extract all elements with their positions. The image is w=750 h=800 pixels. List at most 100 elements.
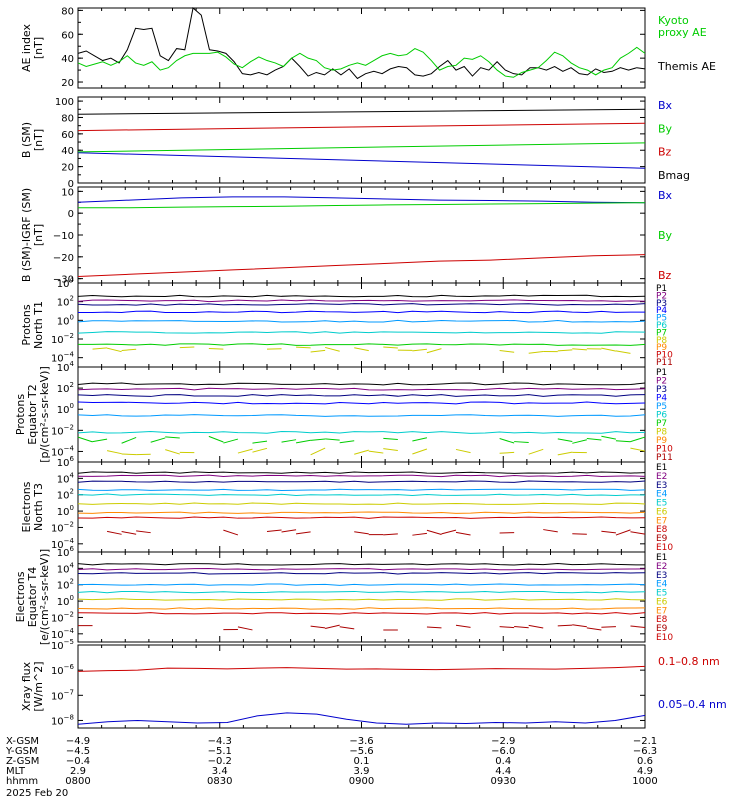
- legend-kyoto: proxy AE: [658, 26, 707, 39]
- channel-line-p8: [528, 350, 544, 354]
- channel-line-p7: [295, 439, 311, 444]
- legend-bz: Bz: [658, 269, 672, 282]
- panel-frame: [77, 366, 646, 463]
- channel-line-p8: [310, 447, 326, 456]
- y-tick-label: −30: [53, 275, 74, 286]
- channel-line-e9: [121, 531, 137, 535]
- series-line-bx: [77, 196, 646, 204]
- channel-line-p8: [557, 451, 573, 456]
- channel-line-e9: [601, 626, 616, 628]
- time-axis-value: −4.3: [208, 736, 232, 747]
- channel-line-p8: [572, 348, 587, 351]
- channel-line-p7: [325, 438, 340, 441]
- time-axis-row-label: X-GSM: [6, 736, 39, 747]
- legend-p8: P8: [656, 428, 667, 438]
- y-tick-label: 102: [57, 488, 74, 502]
- channel-line-p2: [77, 387, 646, 391]
- channel-line-p8: [354, 347, 369, 352]
- y-tick-label: 80: [61, 113, 74, 124]
- legend-p7: P7: [656, 419, 667, 429]
- channel-line-p5: [77, 319, 646, 323]
- panel-frame: [77, 551, 646, 643]
- y-axis-title: B (SM)-IGRF (SM): [20, 188, 33, 282]
- channel-line-p7: [208, 435, 224, 443]
- series-line-bx: [77, 152, 646, 169]
- legend-by: By: [658, 229, 673, 242]
- channel-line-p8: [601, 347, 617, 352]
- y-axis-title: North T1: [32, 301, 45, 349]
- y-tick-label: 100: [57, 504, 74, 518]
- time-axis-value: −6.0: [491, 746, 515, 757]
- y-axis-title: Xray flux: [20, 661, 33, 711]
- y-axis-title: Electrons: [14, 571, 27, 622]
- legend-e10: E10: [656, 633, 673, 643]
- series-line-0-1-0-8-nm: [77, 665, 646, 672]
- y-tick-label: 10−7: [51, 688, 74, 702]
- series-line-bz: [77, 254, 646, 277]
- legend-e2: E2: [656, 562, 667, 572]
- panel-xray: 10−8 10−7 10−6 10−5 Xray flux [W/m^2] 0.1–0.8 …: [20, 638, 727, 729]
- legend-p4: P4: [656, 394, 667, 404]
- channel-line-p6: [77, 431, 646, 434]
- channel-line-p7: [383, 437, 398, 440]
- legend-e5: E5: [656, 589, 667, 599]
- time-axis-value: −4.5: [66, 746, 90, 757]
- y-tick-label: 104: [57, 276, 75, 290]
- y-tick-label: 102: [57, 381, 74, 395]
- legend-e8: E8: [656, 525, 668, 535]
- channel-line-e9: [557, 624, 573, 627]
- y-axis-title: [nT]: [32, 129, 45, 151]
- legend-0-1-0-8-nm: 0.1–0.8 nm: [658, 655, 720, 668]
- channel-line-e5: [77, 493, 646, 496]
- y-tick-label: 10−8: [51, 713, 74, 727]
- channel-line-e3: [77, 480, 646, 483]
- channel-line-p8: [179, 346, 195, 349]
- y-tick-label: 104: [57, 471, 75, 485]
- y-tick-label: 40: [61, 146, 74, 157]
- time-axis-value: 0.6: [637, 756, 653, 767]
- channel-line-e9: [354, 531, 369, 535]
- y-axis-title: AE index: [20, 23, 33, 72]
- channel-line-p8: [455, 448, 471, 454]
- y-tick-label: 10−6: [51, 663, 75, 677]
- y-tick-label: 0: [68, 209, 74, 220]
- legend-bx: Bx: [658, 99, 673, 112]
- y-tick-label: 100: [57, 594, 74, 608]
- y-tick-label: 10−5: [51, 638, 74, 652]
- channel-line-p8: [296, 346, 311, 349]
- time-axis-value: 0800: [65, 776, 90, 787]
- channel-line-e9: [615, 529, 631, 536]
- channel-line-e9: [266, 529, 282, 532]
- panel-frame: [77, 644, 646, 729]
- legend-e2: E2: [656, 472, 667, 482]
- channel-line-p7: [601, 435, 617, 440]
- channel-line-p6: [77, 331, 646, 334]
- y-tick-label: 40: [61, 54, 74, 65]
- time-axis-value: 4.9: [637, 766, 653, 777]
- series-line-by: [77, 142, 646, 153]
- legend-p6: P6: [656, 321, 667, 331]
- panel-db: −30 −20 −10 0 10 B (SM)-IGRF (SM) [nT] Bx By Bz: [20, 186, 673, 286]
- time-axis-row-label: MLT: [6, 766, 26, 777]
- time-axis-value: −2.1: [633, 736, 657, 747]
- legend-p11: P11: [656, 358, 673, 368]
- channel-line-e9: [572, 533, 587, 535]
- time-axis-value: 4.4: [495, 766, 511, 777]
- series-line-themis-ae: [77, 7, 646, 80]
- y-tick-label: 20: [61, 163, 74, 174]
- y-axis-title: [W/m^2]: [32, 661, 45, 711]
- y-axis-title: North T3: [32, 483, 45, 531]
- channel-line-p8: [383, 346, 398, 349]
- time-axis-row-label: Z-GSM: [6, 756, 39, 767]
- legend-bz: Bz: [658, 146, 672, 159]
- time-axis-value: −4.9: [66, 736, 90, 747]
- legend-e3: E3: [656, 571, 667, 581]
- channel-line-p5: [77, 414, 646, 417]
- channel-line-e9: [455, 624, 471, 628]
- time-axis-value: 0900: [349, 776, 374, 787]
- channel-line-p7: [572, 439, 587, 444]
- channel-line-e9: [325, 624, 340, 629]
